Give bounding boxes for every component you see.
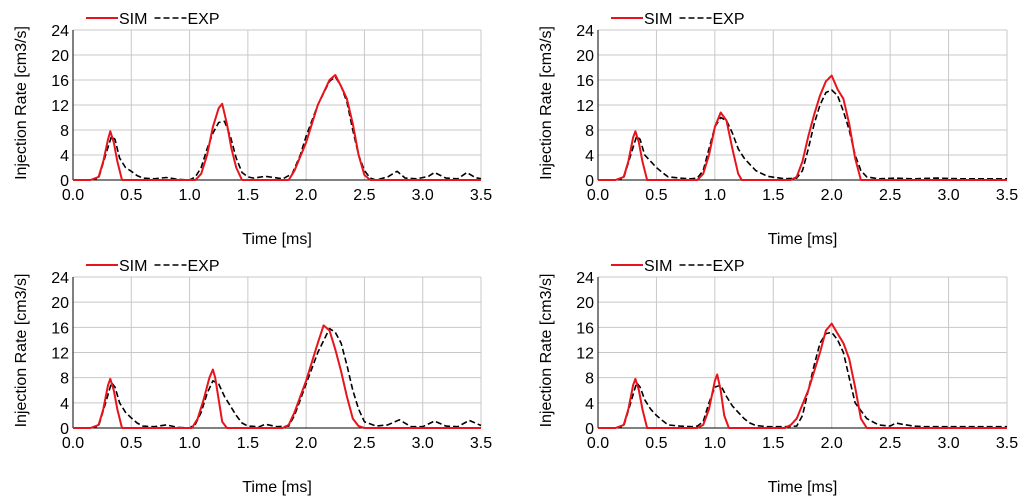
- x-tick-label: 3.5: [996, 435, 1018, 452]
- x-tick-label: 0.0: [587, 187, 609, 204]
- x-tick-label: 1.5: [762, 187, 784, 204]
- series-line-sim: [73, 74, 481, 181]
- y-tick-label: 0: [60, 173, 69, 190]
- x-tick-label: 1.5: [237, 435, 259, 452]
- x-tick-label: 3.5: [470, 187, 492, 204]
- x-tick-label: 2.5: [353, 435, 375, 452]
- y-tick-label: 8: [60, 371, 69, 388]
- series-line-sim: [598, 74, 1007, 181]
- series-line-exp: [598, 331, 1007, 429]
- x-tick-label: 2.5: [879, 435, 901, 452]
- x-tick-label: 1.0: [704, 435, 726, 452]
- y-tick-label: 0: [585, 421, 594, 438]
- x-tick-label: 2.0: [295, 435, 317, 452]
- x-axis-title: Time [ms]: [242, 231, 312, 248]
- x-tick-label: 3.0: [412, 435, 434, 452]
- x-tick-label: 3.5: [470, 435, 492, 452]
- y-tick-label: 16: [51, 320, 69, 337]
- y-tick-label: 4: [60, 396, 69, 413]
- x-tick-label: 3.0: [937, 187, 959, 204]
- y-tick-label: 16: [576, 73, 594, 90]
- x-tick-label: 0.0: [587, 435, 609, 452]
- y-tick-label: 20: [51, 295, 69, 312]
- x-tick-label: 3.0: [412, 187, 434, 204]
- y-tick-label: 24: [576, 23, 594, 40]
- series-line-exp: [598, 89, 1007, 181]
- y-tick-label: 12: [51, 98, 69, 115]
- y-tick-label: 8: [585, 371, 594, 388]
- y-tick-label: 16: [576, 320, 594, 337]
- x-tick-label: 3.0: [937, 435, 959, 452]
- x-tick-label: 1.5: [762, 435, 784, 452]
- y-tick-label: 24: [51, 23, 69, 40]
- x-tick-label: 1.0: [704, 187, 726, 204]
- y-axis-title: Injection Rate [cm3/s]: [13, 26, 30, 180]
- chart-panel-1: 0.0 0.5 1.0 1.5 2.0 2.5 3.0 3.5 0 4 8 12 16 20 24 SIM EX…: [13, 11, 492, 248]
- legend-label-exp: EXP: [713, 11, 745, 28]
- y-axis-title: Injection Rate [cm3/s]: [538, 274, 555, 428]
- x-tick-label: 0.5: [645, 435, 667, 452]
- legend-label-exp: EXP: [713, 258, 745, 275]
- y-tick-label: 20: [51, 48, 69, 65]
- x-tick-label: 1.0: [178, 435, 200, 452]
- x-tick-label: 0.0: [62, 187, 84, 204]
- x-axis-title: Time [ms]: [768, 479, 838, 496]
- y-tick-label: 20: [576, 295, 594, 312]
- x-tick-label: 2.0: [295, 187, 317, 204]
- x-tick-label: 0.5: [120, 187, 142, 204]
- series-line-sim: [598, 322, 1007, 429]
- chart-panel-3: 0.0 0.5 1.0 1.5 2.0 2.5 3.0 3.5 0 4 8 12 16 20 24 SIM EX…: [13, 258, 492, 496]
- x-tick-label: 0.5: [645, 187, 667, 204]
- series-line-exp: [73, 76, 482, 181]
- x-tick-label: 2.5: [353, 187, 375, 204]
- y-axis-title: Injection Rate [cm3/s]: [13, 274, 30, 428]
- x-tick-label: 3.5: [996, 187, 1018, 204]
- y-tick-label: 8: [585, 123, 594, 140]
- y-tick-label: 16: [51, 73, 69, 90]
- chart-panel-4: 0.0 0.5 1.0 1.5 2.0 2.5 3.0 3.5 0 4 8 12 16 20 24 SIM EX…: [538, 258, 1018, 496]
- x-tick-label: 2.0: [821, 435, 843, 452]
- y-tick-label: 12: [576, 98, 594, 115]
- x-axis-title: Time [ms]: [768, 231, 838, 248]
- y-tick-label: 12: [576, 346, 594, 363]
- series-line-sim: [73, 324, 481, 429]
- y-tick-label: 24: [51, 270, 69, 287]
- legend-label-exp: EXP: [188, 258, 220, 275]
- y-tick-label: 8: [60, 123, 69, 140]
- y-tick-label: 4: [585, 148, 594, 165]
- x-tick-label: 1.5: [237, 187, 259, 204]
- y-tick-label: 4: [585, 396, 594, 413]
- legend-label-exp: EXP: [188, 11, 220, 28]
- x-tick-label: 2.5: [879, 187, 901, 204]
- legend-label-sim: SIM: [644, 258, 672, 275]
- legend-label-sim: SIM: [119, 258, 147, 275]
- legend-label-sim: SIM: [119, 11, 147, 28]
- y-axis-title: Injection Rate [cm3/s]: [538, 26, 555, 180]
- chart-panel-2: 0.0 0.5 1.0 1.5 2.0 2.5 3.0 3.5 0 4 8 12 16 20 24 SIM EX…: [538, 11, 1018, 248]
- y-tick-label: 20: [576, 48, 594, 65]
- x-tick-label: 0.0: [62, 435, 84, 452]
- x-tick-label: 1.0: [178, 187, 200, 204]
- y-tick-label: 0: [585, 173, 594, 190]
- y-tick-label: 12: [51, 346, 69, 363]
- y-tick-label: 24: [576, 270, 594, 287]
- x-tick-label: 0.5: [120, 435, 142, 452]
- x-axis-title: Time [ms]: [242, 479, 312, 496]
- x-tick-label: 2.0: [821, 187, 843, 204]
- y-tick-label: 4: [60, 148, 69, 165]
- legend-label-sim: SIM: [644, 11, 672, 28]
- y-tick-label: 0: [60, 421, 69, 438]
- series-line-exp: [73, 327, 482, 429]
